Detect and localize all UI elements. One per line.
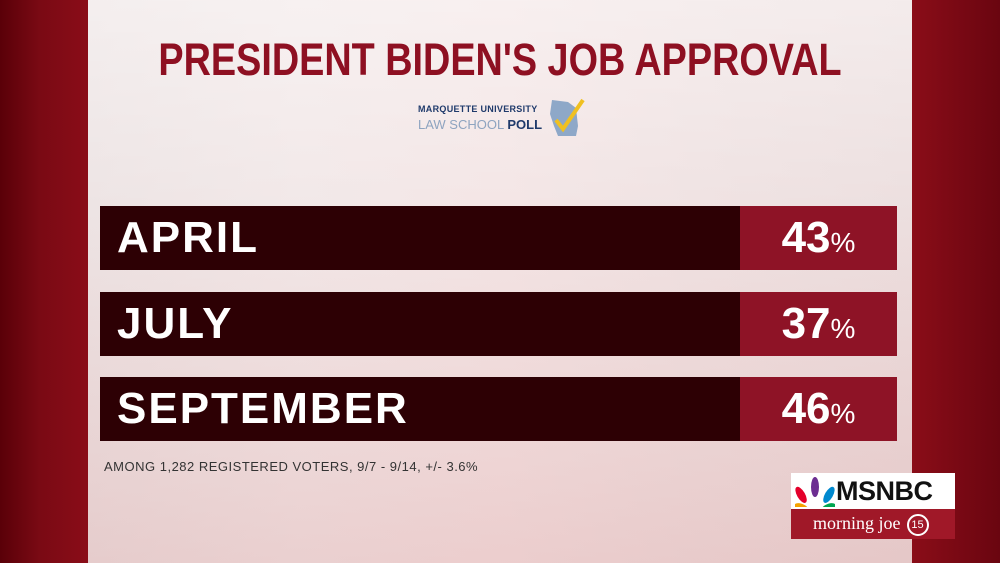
row-label: JULY xyxy=(117,299,234,348)
row-label: SEPTEMBER xyxy=(117,384,409,433)
value-number: 43 xyxy=(781,213,831,262)
value-unit: % xyxy=(830,313,856,344)
value-unit: % xyxy=(830,227,856,258)
row-july: JULY 37% xyxy=(100,292,897,356)
marquette-poll-logo: MARQUETTE UNIVERSITY LAW SCHOOL POLL xyxy=(418,96,588,138)
value-unit: % xyxy=(830,398,856,429)
anniversary-badge: 15 xyxy=(906,513,929,536)
show-name: morning joe xyxy=(813,513,901,533)
page-title: PRESIDENT BIDEN'S JOB APPROVAL xyxy=(158,34,842,85)
network-name: MSNBC xyxy=(836,476,933,506)
row-value: 37% xyxy=(740,292,897,356)
msnbc-bug: MSNBC morning joe 15 xyxy=(791,473,955,539)
wisconsin-check-icon xyxy=(550,98,585,136)
row-value: 46% xyxy=(740,377,897,441)
background-panel xyxy=(88,0,912,563)
value-number: 37 xyxy=(781,299,831,348)
logo-line2a: LAW SCHOOL xyxy=(418,117,508,132)
logo-line2b: POLL xyxy=(507,117,543,132)
row-april: APRIL 43% xyxy=(100,206,897,270)
logo-line2: LAW SCHOOL POLL xyxy=(418,117,542,132)
row-september: SEPTEMBER 46% xyxy=(100,377,897,441)
row-label: APRIL xyxy=(117,213,259,262)
footnote: AMONG 1,282 REGISTERED VOTERS, 9/7 - 9/1… xyxy=(104,459,479,474)
peacock-icon xyxy=(795,477,835,507)
logo-line1: MARQUETTE UNIVERSITY xyxy=(418,104,538,114)
value-number: 46 xyxy=(781,384,831,433)
row-value: 43% xyxy=(740,206,897,270)
